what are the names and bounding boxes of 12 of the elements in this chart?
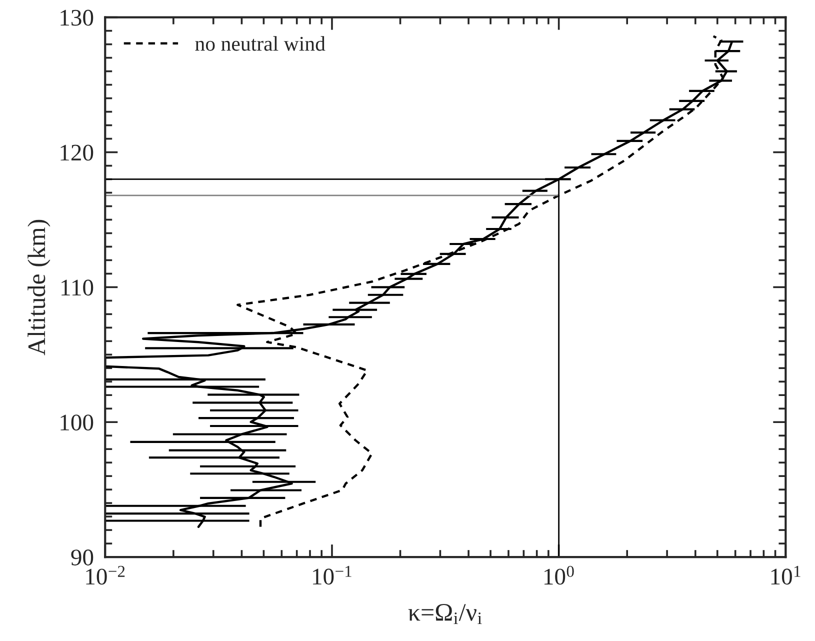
- x-tick-label: 10$^{0}$: [544, 566, 574, 585]
- x-tick-label: 10$^{−1}$: [313, 566, 352, 585]
- y-tick-label: 110: [62, 280, 94, 296]
- y-tick-label: 130: [60, 10, 94, 26]
- legend-label: no neutral wind: [195, 36, 326, 51]
- y-tick-label: 100: [60, 414, 94, 431]
- y-tick-label: 90: [71, 550, 94, 566]
- x-tick-label: 10$^{1}$: [771, 566, 800, 585]
- y-tick-label: 120: [60, 144, 94, 161]
- y-axis-title: Altitude (km): [28, 220, 50, 356]
- x-tick-label: 10$^{−2}$: [86, 566, 125, 585]
- x-axis-title: κ=Ω$_{i}$/ν$_{i}$: [408, 604, 482, 624]
